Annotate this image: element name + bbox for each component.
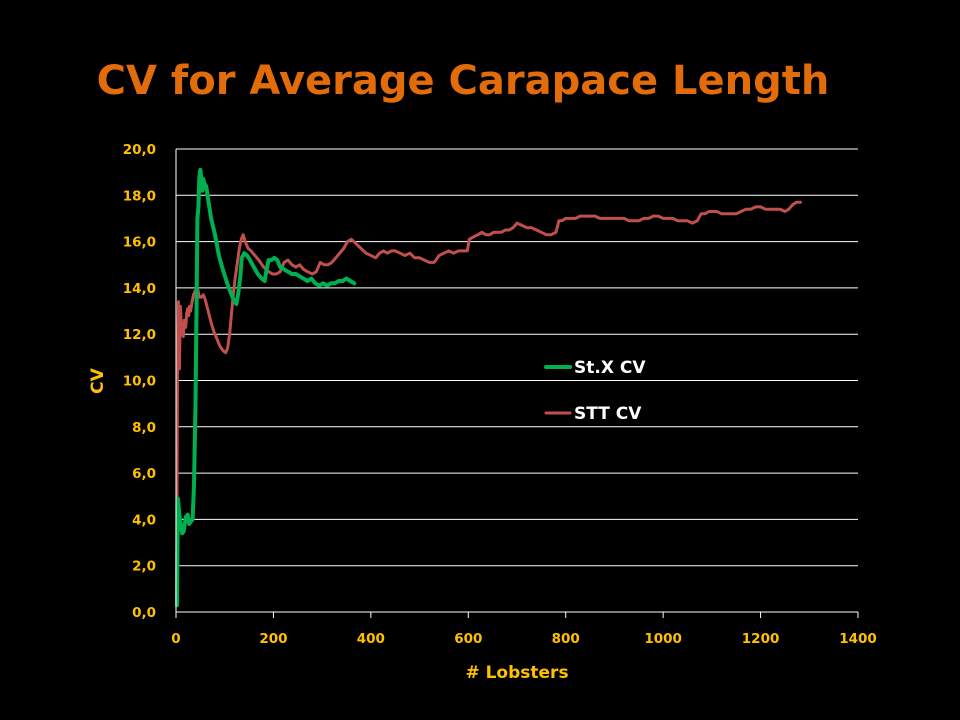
- y-tick-label: 2,0: [132, 559, 156, 575]
- x-tick-label: 1000: [644, 631, 682, 647]
- gridlines: [176, 148, 858, 613]
- plot-area: [175, 167, 802, 608]
- y-tick-label: 20,0: [123, 142, 156, 158]
- x-axis-title: # Lobsters: [465, 663, 568, 683]
- y-tick-label: 12,0: [123, 327, 156, 343]
- y-tick-label: 18,0: [123, 188, 156, 204]
- y-tick-label: 0,0: [132, 605, 156, 621]
- y-tick-label: 16,0: [123, 235, 156, 251]
- x-tick-label: 800: [552, 631, 580, 647]
- series-line-stt-cv: [175, 200, 802, 607]
- x-axis: 0 200 400 600 800 1000 1200 1400: [171, 149, 877, 647]
- x-tick-label: 1200: [742, 631, 780, 647]
- y-axis-title: CV: [88, 367, 108, 393]
- legend: St.X CV STT CV: [544, 358, 646, 424]
- x-tick-label: 1400: [839, 631, 877, 647]
- legend-label: St.X CV: [574, 358, 646, 378]
- x-tick-label: 0: [171, 631, 180, 647]
- x-tick-label: 600: [454, 631, 482, 647]
- y-tick-label: 4,0: [132, 512, 156, 528]
- y-tick-label: 8,0: [132, 420, 156, 436]
- series-line-stx-cv: [175, 167, 357, 608]
- x-tick-label: 200: [259, 631, 287, 647]
- chart-title: CV for Average Carapace Length: [97, 58, 830, 104]
- y-tick-label: 10,0: [123, 374, 156, 390]
- y-tick-label: 6,0: [132, 466, 156, 482]
- legend-label: STT CV: [574, 404, 642, 424]
- y-tick-label: 14,0: [123, 281, 156, 297]
- x-tick-label: 400: [357, 631, 385, 647]
- y-axis: 0,0 2,0 4,0 6,0 8,0 10,0 12,0 14,0 16,0 18,0 20,0: [123, 142, 156, 621]
